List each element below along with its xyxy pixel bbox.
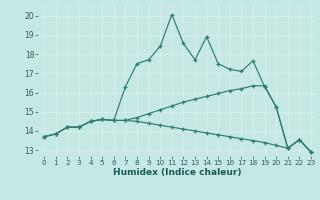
X-axis label: Humidex (Indice chaleur): Humidex (Indice chaleur) (113, 168, 242, 177)
